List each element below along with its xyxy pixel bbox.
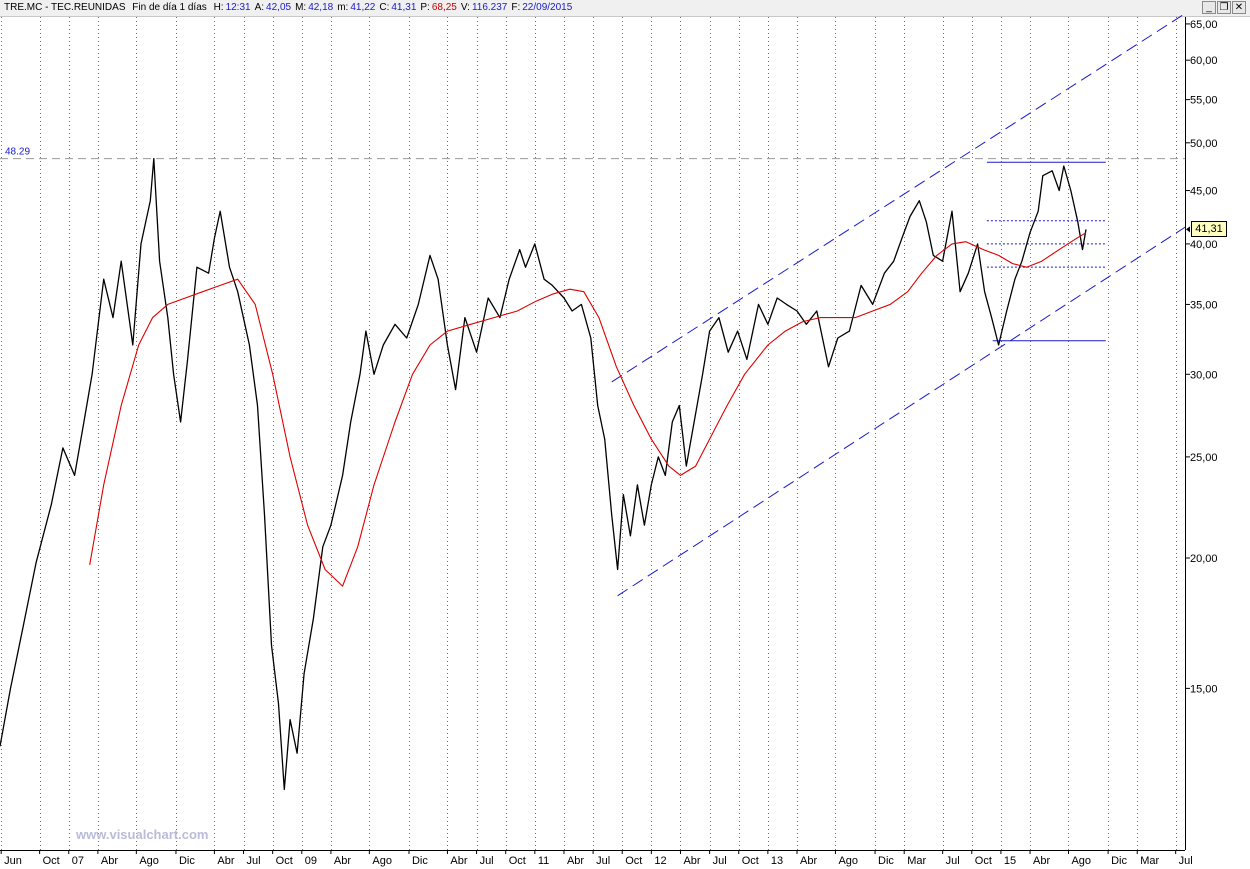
trend-line [617,226,1186,597]
x-tick-label: Dic [179,855,195,867]
x-tick-label: Oct [975,855,992,867]
quote-field-label: C: [379,2,390,13]
quote-field-value: 42,18 [308,2,334,13]
x-tick-label: 13 [771,855,783,867]
x-tick-label: Dic [1111,855,1127,867]
x-tick-label: Mar [907,855,926,867]
x-tick-label: Oct [43,855,60,867]
x-tick-label: Abr [101,855,118,867]
x-tick-label: Ago [139,855,159,867]
quote-field-label: V: [460,2,470,13]
trend-line [611,13,1186,383]
quote-field-value: 22/09/2015 [522,2,573,13]
x-tick-label: Abr [450,855,467,867]
last-price-badge: 41,31 [1191,221,1227,238]
y-tick-label: 65,00 [1190,19,1218,31]
y-tick-label: 40,00 [1190,239,1218,251]
x-tick-label: Ago [838,855,858,867]
y-tick-label: 35,00 [1190,299,1218,311]
x-tick-label: Jul [480,855,494,867]
x-tick-label: Abr [567,855,584,867]
last-price-marker [1186,226,1190,233]
x-tick-label: Ago [372,855,392,867]
x-tick-label: Dic [412,855,428,867]
x-tick-label: Abr [683,855,700,867]
x-tick-label: Jul [1179,855,1193,867]
quote-field-label: M: [295,2,307,13]
quote-field-value: 42,05 [266,2,292,13]
restore-button[interactable]: ❐ [1217,1,1231,14]
quote-field-label: F: [511,2,521,13]
x-tick-label: Oct [509,855,526,867]
x-tick-label: Jun [4,855,22,867]
moving-average-line [89,232,1087,587]
x-tick-label: Ago [1071,855,1091,867]
x-tick-label: Jul [596,855,610,867]
info-bar: TRE.MC - TEC.REUNIDAS Fin de día 1 días … [0,0,1250,17]
x-tick-label: Oct [625,855,642,867]
x-tick-label: 07 [72,855,84,867]
watermark-text: www.visualchart.com [75,827,208,842]
y-tick-label: 60,00 [1190,55,1218,67]
x-tick-label: Abr [1033,855,1050,867]
minimize-button[interactable]: _ [1202,1,1216,14]
quote-field-value: 68,25 [431,2,457,13]
y-tick-label: 25,00 [1190,452,1218,464]
quote-fields: H: 12:31 A: 42,05 M: 42,18 m: 41,22 C: 41,31 P: 68,… [214,2,577,13]
plot-area [0,17,1185,850]
y-tick-label: 15,00 [1190,683,1218,695]
x-tick-label: Dic [878,855,894,867]
x-tick-label: 09 [305,855,317,867]
quote-field-label: P: [420,2,430,13]
period-label: Fin de día 1 días [132,2,207,13]
quote-field-value: 12:31 [225,2,251,13]
y-tick-label: 30,00 [1190,369,1218,381]
x-tick-label: Jul [713,855,727,867]
x-tick-label: Abr [800,855,817,867]
symbol-label: TRE.MC - TEC.REUNIDAS [4,2,126,13]
y-tick-label: 45,00 [1190,186,1218,198]
quote-field-label: H: [213,2,224,13]
x-tick-label: Oct [276,855,293,867]
y-tick-label: 20,00 [1190,553,1218,565]
quote-field-value: 116.237 [471,2,508,13]
x-tick-label: 12 [654,855,666,867]
y-tick-label: 55,00 [1190,95,1218,107]
quote-field-label: A: [254,2,265,13]
x-tick-label: 11 [538,855,549,867]
close-button[interactable]: ✕ [1232,1,1246,14]
x-tick-label: Jul [247,855,261,867]
quote-field-value: 41,31 [391,2,417,13]
x-tick-label: Abr [217,855,234,867]
x-tick-label: Jul [946,855,960,867]
x-tick-label: Abr [334,855,351,867]
quote-field-value: 41,22 [350,2,376,13]
x-tick-label: Mar [1140,855,1159,867]
x-tick-label: 15 [1004,855,1016,867]
x-tick-label: Oct [742,855,759,867]
quote-field-label: m: [337,2,349,13]
reference-level-label: 48.29 [5,147,30,158]
price-series-line [0,157,1087,791]
y-tick-label: 50,00 [1190,138,1218,150]
info-text: TRE.MC - TEC.REUNIDAS Fin de día 1 días … [4,2,580,13]
